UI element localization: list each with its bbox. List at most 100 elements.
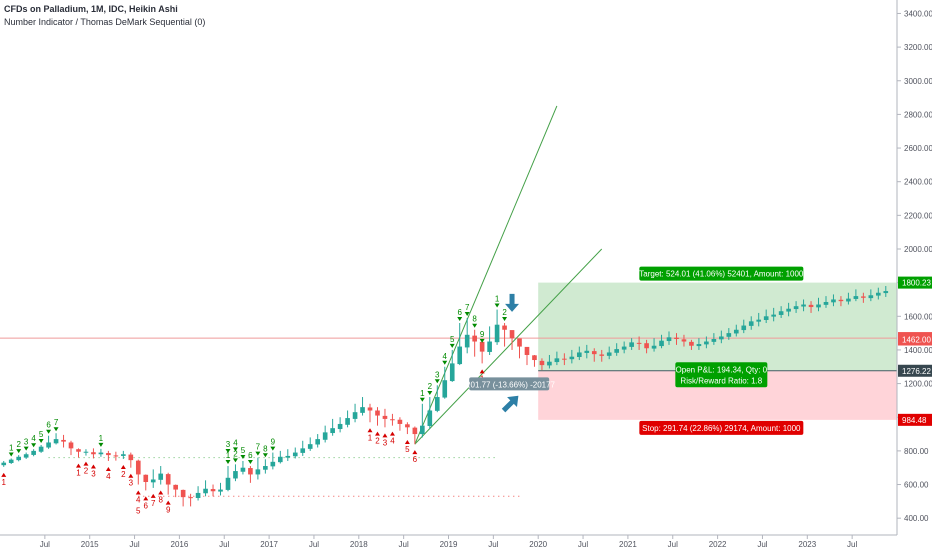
candle [121,450,126,459]
pnl-label-box [675,362,768,388]
candle [614,343,620,356]
candle-body [816,304,821,308]
candle-body [76,449,81,452]
candle [434,385,440,413]
td-buy-arrow [83,461,89,466]
candle-body [390,419,395,421]
candle-body [106,453,111,456]
td-sell-count: 4 [233,438,238,447]
candle-body [599,354,605,356]
candle [666,331,672,345]
td-buy-count: 3 [91,469,96,478]
candle-body [793,306,799,310]
td-buy-count: 6 [144,501,149,510]
candle-body [173,484,178,490]
candle-body [188,497,193,499]
target-label-box [639,266,804,281]
target-zone [538,282,897,371]
candle-body [337,423,343,430]
candle [360,397,365,416]
candle-body [23,454,29,458]
candle [681,334,687,347]
candle [711,333,717,345]
candle [31,449,36,457]
y-tick-label: 3400.00 [904,9,932,18]
candle-body [53,439,59,444]
arrow-annotations[interactable] [499,293,524,416]
td-buy-arrow [150,493,156,498]
candle [390,413,395,426]
candle-body [210,489,216,492]
price-axis-label: 1276.22 [898,364,932,377]
candle [875,287,881,300]
stop-label-box [639,420,804,435]
pnl-label-text: Risk/Reward Ratio: 1.8 [680,376,762,385]
candle [464,317,470,354]
y-tick-label: 3200.00 [904,43,932,52]
x-tick-label: Jul [668,540,678,549]
candles[interactable] [1,286,889,507]
candle-body [427,410,433,426]
candle [584,344,590,359]
candle [509,330,515,350]
candle-body [285,455,291,458]
x-axis[interactable]: Jul 2015 Jul 2016 Jul 2017 Jul 2018 Jul 2019 Jul 20… [0,534,932,550]
candle-body [554,358,560,363]
candle-body [307,444,313,449]
td-sell-count: 1 [420,389,425,398]
candle-body [606,352,612,356]
td-buy-count: 4 [106,472,111,481]
chart-title: CFDs on Palladium, 1M, IDC, Heikin Ashi [4,4,178,14]
td-buy-count: 9 [166,506,171,515]
candle [352,403,358,423]
td-sell-arrow [502,317,508,322]
candle [808,301,814,313]
position-zones[interactable] [538,282,897,420]
candle [91,448,96,459]
candle-body [472,335,477,342]
y-axis[interactable]: 400.00600.00800.001000.001200.001400.001… [896,0,932,535]
td-sell-arrow [262,453,268,458]
candle-body [128,454,134,461]
candle [38,444,44,453]
candle [68,440,74,456]
td-sell-count: 7 [465,303,470,312]
candle [883,286,889,297]
candle-body [98,452,104,455]
td-sell-count: 3 [226,440,231,449]
price-axis-label-box [898,276,932,289]
x-tick-label: Jul [399,540,409,549]
trend-lines[interactable] [414,105,603,445]
price-axis-label-text: 1462.00 [902,336,931,345]
candle-body [614,349,620,353]
candle-body [300,448,306,453]
td-sell-arrow [225,460,231,465]
y-tick-label: 2600.00 [904,144,932,153]
candle [225,466,231,492]
x-axis-background [0,535,932,550]
down-arrow-icon [505,293,520,312]
td-buy-count: 6 [413,455,418,464]
candle [61,434,66,448]
td-sell-arrow [255,451,261,456]
y-tick-label: 400.00 [904,514,929,523]
price-axis-label: 1800.23 [898,276,932,289]
candle [98,448,104,457]
td-buy-count: 3 [129,479,134,488]
candle [345,410,350,428]
candle-body [442,380,448,398]
y-tick-label: 2000.00 [904,245,932,254]
candle [539,358,545,371]
td-buy-arrow [135,490,141,495]
td-buy-arrow [75,463,81,468]
candle-body [838,299,844,302]
candle-body [203,488,208,494]
candle-body [479,341,485,352]
trend-line-1 [414,248,603,445]
candle [659,334,664,349]
candle-body [263,466,268,470]
td-buy-count: 5 [405,445,410,454]
y-tick-label: 1600.00 [904,312,932,321]
candle [322,425,328,443]
